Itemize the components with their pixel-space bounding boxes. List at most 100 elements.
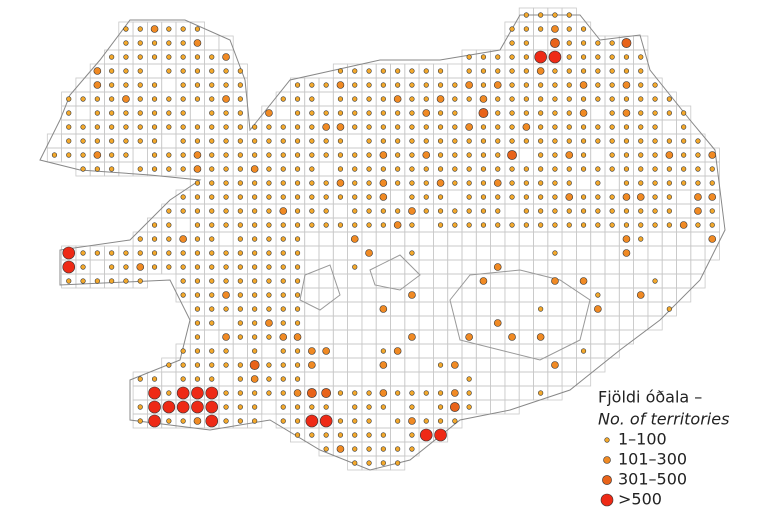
territory-dot — [352, 68, 358, 74]
territory-dot — [595, 54, 601, 60]
grid-cell — [161, 77, 177, 93]
territory-dot — [166, 236, 172, 242]
territory-dot — [523, 82, 529, 88]
territory-dot — [452, 222, 458, 228]
territory-dot — [409, 68, 415, 74]
territory-dot — [694, 193, 702, 201]
grid-cell — [690, 245, 706, 261]
territory-dot — [294, 110, 301, 116]
territory-dot — [452, 180, 458, 186]
grid-cell — [218, 371, 234, 387]
territory-dot — [466, 138, 472, 144]
territory-dot — [80, 138, 86, 144]
territory-dot — [309, 194, 315, 200]
territory-dot — [466, 208, 472, 214]
territory-dot — [180, 292, 186, 298]
territory-dot — [122, 95, 130, 103]
grid-cell — [361, 343, 377, 359]
grid-cell — [475, 301, 491, 317]
grid-cell — [576, 315, 592, 331]
territory-dot — [294, 82, 301, 88]
grid-cell — [404, 315, 420, 331]
territory-dot — [509, 110, 515, 116]
territory-dot — [266, 222, 272, 228]
grid-cell — [490, 385, 506, 401]
territory-dot — [266, 250, 272, 256]
territory-dot — [638, 54, 644, 60]
territory-dot — [223, 264, 229, 270]
territory-dot — [552, 166, 558, 172]
territory-dot — [638, 110, 644, 116]
territory-dot — [250, 165, 259, 173]
grid-cell — [361, 371, 377, 387]
territory-dot — [223, 306, 229, 312]
territory-dot — [609, 166, 615, 172]
grid-cell — [576, 231, 592, 247]
territory-dot — [237, 166, 243, 172]
grid-cell — [89, 259, 105, 275]
grid-cell — [533, 343, 549, 359]
territory-dot — [336, 445, 345, 453]
grid-cell — [576, 329, 592, 345]
territory-dot — [266, 124, 272, 130]
grid-cell — [647, 315, 663, 331]
territory-dot — [380, 82, 386, 88]
territory-dot — [395, 110, 401, 116]
territory-dot — [495, 110, 501, 116]
grid-cell — [304, 245, 320, 261]
territory-dot — [193, 417, 202, 425]
grid-cell — [432, 329, 449, 345]
territory-dot — [538, 306, 544, 312]
territory-dot — [66, 110, 72, 116]
grid-cell — [618, 287, 634, 303]
territory-dot — [137, 68, 143, 74]
territory-dot — [380, 110, 386, 116]
territory-dot — [366, 432, 372, 438]
territory-dot — [395, 418, 401, 424]
territory-dot — [523, 138, 529, 144]
territory-dot — [323, 222, 329, 228]
territory-dot — [151, 40, 158, 46]
territory-dot — [137, 82, 143, 88]
grid-cell — [561, 371, 577, 387]
territory-dot — [294, 96, 301, 102]
territory-dot — [352, 180, 358, 186]
grid-cell — [390, 427, 406, 443]
territory-dot — [509, 138, 515, 144]
territory-dot — [252, 180, 258, 186]
territory-dot — [266, 376, 272, 382]
territory-dot — [466, 376, 472, 382]
grid-cell — [504, 259, 520, 275]
territory-dot — [166, 418, 172, 424]
territory-dot — [266, 278, 272, 284]
territory-dot — [209, 250, 215, 256]
territory-dot — [223, 68, 229, 74]
territory-dot — [595, 166, 601, 172]
territory-dot — [480, 82, 487, 88]
territory-dot — [609, 68, 615, 74]
grid-cell — [461, 105, 477, 121]
territory-dot — [166, 390, 172, 396]
territory-dot — [280, 348, 286, 354]
territory-dot — [595, 82, 601, 88]
territory-dot — [409, 222, 415, 228]
grid-cell — [390, 371, 406, 387]
territory-dot — [480, 54, 487, 60]
grid-cell — [533, 371, 549, 387]
territory-dot — [495, 138, 501, 144]
territory-dot — [205, 414, 219, 428]
territory-dot — [237, 278, 243, 284]
territory-dot — [623, 208, 630, 214]
territory-dot — [249, 360, 260, 370]
territory-dot — [294, 432, 301, 438]
territory-dot — [652, 82, 658, 88]
territory-dot — [94, 278, 100, 284]
grid-cell — [647, 259, 663, 275]
territory-dot — [94, 138, 100, 144]
territory-dot — [681, 138, 687, 144]
territory-dot — [681, 180, 687, 186]
territory-dot — [266, 362, 272, 368]
territory-dot — [294, 124, 301, 130]
territory-dot — [166, 222, 172, 228]
grid-cell — [189, 105, 206, 121]
